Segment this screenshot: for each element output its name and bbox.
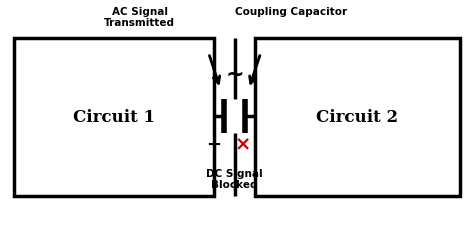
Text: ~: ~ xyxy=(225,64,244,84)
Bar xyxy=(14,38,214,196)
Text: Coupling Capacitor: Coupling Capacitor xyxy=(236,7,347,17)
Text: ×: × xyxy=(235,136,251,155)
Text: AC Signal
Transmitted: AC Signal Transmitted xyxy=(104,7,175,28)
Text: DC Signal
Blocked: DC Signal Blocked xyxy=(206,169,263,190)
Text: −: − xyxy=(206,136,221,154)
Text: Circuit 1: Circuit 1 xyxy=(73,108,155,126)
Text: Circuit 2: Circuit 2 xyxy=(316,108,398,126)
Bar xyxy=(255,38,460,196)
